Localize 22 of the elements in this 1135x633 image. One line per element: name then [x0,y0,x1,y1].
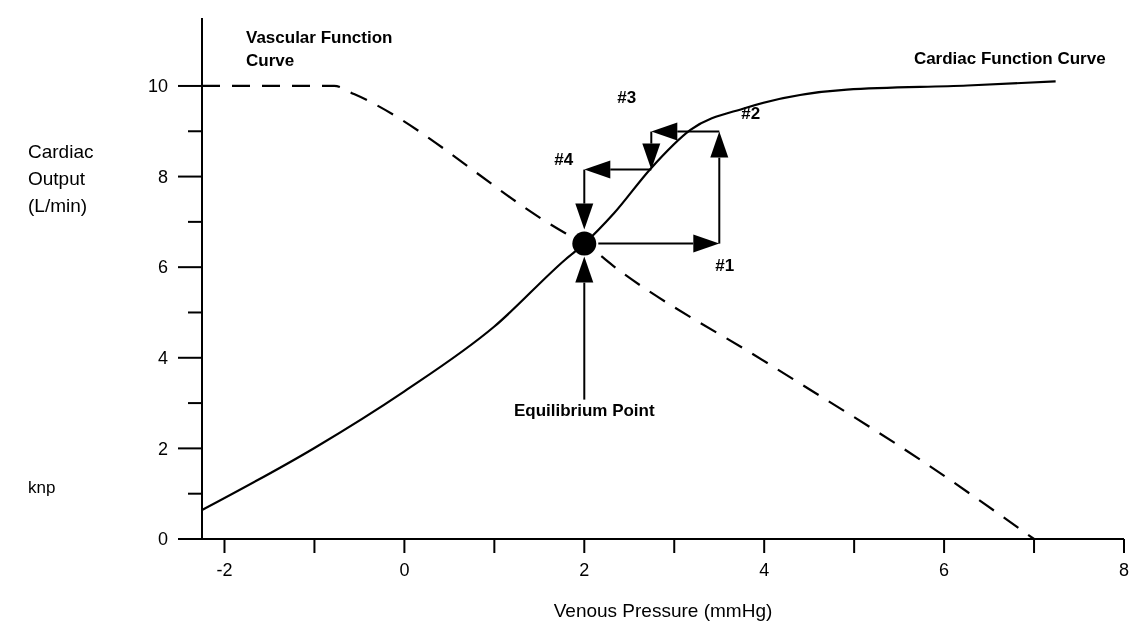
annotation: #1 [715,255,735,276]
annotation: #3 [617,87,637,108]
y-tick-label: 10 [147,76,168,97]
annotation: Equilibrium Point [512,400,656,421]
y-tick-label: 0 [157,529,168,550]
y-axis-title: Cardiac Output (L/min) [28,140,95,218]
x-tick-label: -2 [216,559,233,580]
y-tick-label: 8 [157,166,168,187]
y-tick-label: 6 [157,257,168,278]
x-tick-label: 8 [1118,559,1130,580]
annotation: #2 [741,103,761,124]
x-tick-label: 6 [939,559,950,580]
x-tick-label: 2 [579,559,590,580]
x-tick-label: 0 [399,559,410,580]
y-tick-label: 2 [157,438,168,459]
x-tick-label: 4 [759,559,770,580]
series-label: Vascular Function Curve [246,26,394,72]
y-tick-label: 4 [157,348,168,369]
x-axis-title: Venous Pressure (mmHg) [552,600,774,622]
annotation: #4 [554,149,574,170]
text: knp [28,478,56,498]
series-label: Cardiac Function Curve [913,49,1106,70]
